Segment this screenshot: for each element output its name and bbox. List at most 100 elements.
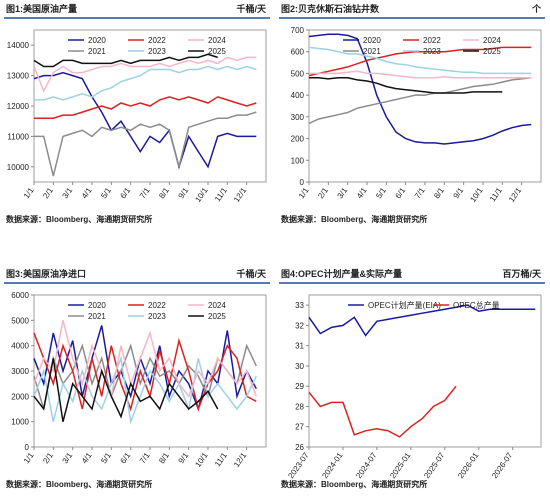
x-tick-label: 7/1 xyxy=(138,451,152,466)
legend-label: 2022 xyxy=(423,36,441,45)
legend-label: 2020 xyxy=(363,36,381,45)
x-tick-label: 2026-01 xyxy=(456,451,481,481)
x-tick-label: 2026-07 xyxy=(490,451,515,481)
x-tick-label: 2025-07 xyxy=(422,451,447,481)
series-line xyxy=(308,46,532,77)
x-tick-label: 8/1 xyxy=(432,186,446,201)
series-line xyxy=(308,33,532,145)
panel-unit: 千桶/天 xyxy=(236,268,267,279)
legend-label: OPEC总产量 xyxy=(453,300,500,310)
x-tick-label: 7/1 xyxy=(138,186,152,201)
series-line xyxy=(34,96,257,119)
source-note: 数据来源：Bloomberg、海通期货研究所 xyxy=(281,214,427,224)
series-line xyxy=(33,355,257,425)
y-tick-label: 28 xyxy=(295,402,304,411)
x-tick-label: 11/1 xyxy=(488,186,504,204)
x-tick-label: 3/1 xyxy=(61,186,75,201)
legend-label: 2024 xyxy=(208,301,226,310)
x-tick-label: 3/1 xyxy=(336,186,350,201)
series-line xyxy=(33,358,219,422)
x-tick-label: 9/1 xyxy=(177,451,191,466)
x-tick-label: 9/1 xyxy=(452,186,466,201)
y-tick-label: 14000 xyxy=(7,41,30,50)
legend-label: 2025 xyxy=(208,312,226,321)
y-tick-label: 4000 xyxy=(11,342,29,351)
x-tick-label: 10/1 xyxy=(193,186,210,204)
y-tick-label: 27 xyxy=(295,423,304,432)
x-tick-label: 12/1 xyxy=(507,186,524,204)
series-line xyxy=(308,385,457,438)
y-tick-label: 10000 xyxy=(7,163,30,172)
source-note: 数据来源：Bloomberg、海通期货研究所 xyxy=(281,479,427,489)
x-tick-label: 11/1 xyxy=(213,451,229,469)
series-line xyxy=(33,71,257,170)
y-tick-label: 0 xyxy=(300,178,305,187)
y-tick-label: 31 xyxy=(295,342,304,351)
series-line xyxy=(308,46,532,75)
legend-label: 2024 xyxy=(483,36,501,45)
x-tick-label: 2025-01 xyxy=(388,451,413,481)
series-line xyxy=(34,111,257,177)
legend-label: 2020 xyxy=(88,36,106,45)
x-tick-label: 12/1 xyxy=(232,451,249,469)
y-tick-label: 400 xyxy=(291,91,305,100)
x-tick-label: 1/1 xyxy=(22,186,36,201)
panel-unit: 个 xyxy=(531,3,542,14)
y-tick-label: 6000 xyxy=(11,291,29,300)
legend-label: 2023 xyxy=(423,47,441,56)
y-tick-label: 12000 xyxy=(7,102,30,111)
legend-label: 2023 xyxy=(148,312,166,321)
x-tick-label: 5/1 xyxy=(374,186,388,201)
y-tick-label: 30 xyxy=(295,362,304,371)
y-tick-label: 200 xyxy=(291,135,305,144)
x-tick-label: 2023-07 xyxy=(286,451,311,481)
series-line xyxy=(308,77,532,125)
y-tick-label: 300 xyxy=(291,113,305,122)
x-tick-label: 2/1 xyxy=(41,186,55,201)
y-tick-label: 100 xyxy=(291,156,305,165)
x-tick-label: 8/1 xyxy=(157,451,171,466)
y-tick-label: 13000 xyxy=(7,72,30,81)
panel-title: 图2:贝克休斯石油钻井数 xyxy=(281,3,380,14)
source-note: 数据来源：Bloomberg、海通期货研究所 xyxy=(6,479,152,489)
x-tick-label: 2024-01 xyxy=(320,451,345,481)
x-tick-label: 2/1 xyxy=(316,186,330,201)
x-tick-label: 5/1 xyxy=(99,451,113,466)
x-tick-label: 1/1 xyxy=(297,186,311,201)
x-tick-label: 6/1 xyxy=(119,451,133,466)
legend-label: 2021 xyxy=(363,47,381,56)
panel-title: 图3:美国原油净进口 xyxy=(6,268,86,279)
x-tick-label: 4/1 xyxy=(80,451,94,466)
x-tick-label: 10/1 xyxy=(193,451,210,469)
series-line xyxy=(308,304,536,337)
x-tick-label: 6/1 xyxy=(394,186,408,201)
y-tick-label: 2000 xyxy=(11,392,29,401)
y-tick-label: 5000 xyxy=(11,316,29,325)
series-line xyxy=(33,56,257,93)
y-tick-label: 500 xyxy=(291,69,305,78)
panel-title: 图1:美国原油产量 xyxy=(6,3,77,14)
panel-title: 图4:OPEC计划产量&实际产量 xyxy=(281,268,402,279)
x-tick-label: 2024-07 xyxy=(354,451,379,481)
x-tick-label: 3/1 xyxy=(61,451,75,466)
legend-label: 2022 xyxy=(148,301,166,310)
x-tick-label: 10/1 xyxy=(468,186,485,204)
legend-label: 2021 xyxy=(88,47,106,56)
y-tick-label: 700 xyxy=(291,26,305,35)
x-tick-label: 5/1 xyxy=(99,186,113,201)
y-tick-label: 1000 xyxy=(11,418,29,427)
x-tick-label: 9/1 xyxy=(177,186,191,201)
x-tick-label: 4/1 xyxy=(355,186,369,201)
x-tick-label: 6/1 xyxy=(119,186,133,201)
legend-label: 2020 xyxy=(88,301,106,310)
x-tick-label: 11/1 xyxy=(213,186,229,204)
y-tick-label: 26 xyxy=(295,443,304,452)
legend-label: 2024 xyxy=(208,36,226,45)
y-tick-label: 29 xyxy=(295,382,304,391)
legend-label: OPEC计划产量(EIA) xyxy=(368,300,441,310)
series-line xyxy=(33,53,218,68)
series-line xyxy=(33,320,258,400)
source-note: 数据来源：Bloomberg、海通期货研究所 xyxy=(6,214,152,224)
legend-label: 2025 xyxy=(483,47,501,56)
